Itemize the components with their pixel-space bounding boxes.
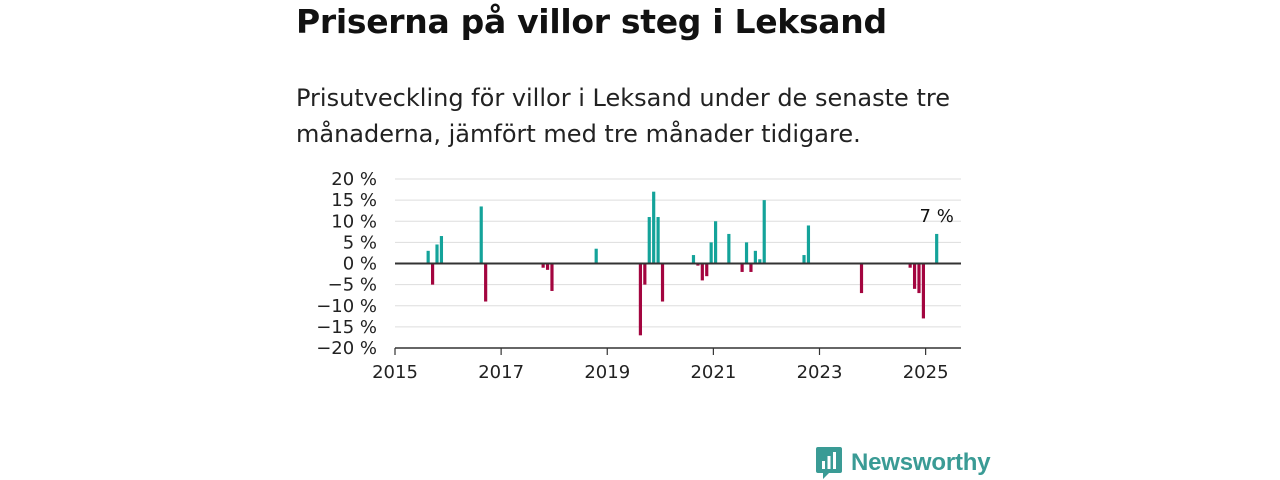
bar — [762, 200, 766, 264]
bar — [713, 221, 718, 264]
x-tick-label: 2019 — [584, 362, 630, 383]
y-tick-label: 15 % — [331, 190, 377, 211]
bar — [744, 242, 749, 264]
bar — [435, 244, 439, 264]
bar — [652, 191, 656, 264]
bar — [749, 263, 753, 272]
y-tick-label: −10 % — [316, 296, 377, 317]
y-tick-label: −5 % — [328, 275, 377, 296]
bar — [935, 233, 939, 264]
bar — [696, 263, 700, 266]
x-tick-label: 2015 — [372, 362, 418, 383]
bar — [638, 263, 643, 336]
brand-name: Newsworthy — [851, 449, 991, 476]
x-tick-label: 2023 — [797, 362, 843, 383]
bar — [700, 263, 704, 281]
y-tick-label: 20 % — [331, 169, 377, 190]
data-label: 7 % — [920, 206, 954, 227]
bar — [859, 263, 864, 294]
bar — [439, 236, 444, 264]
bar — [550, 263, 554, 291]
chart-title: Priserna på villor steg i Leksand — [296, 2, 887, 41]
y-tick-label: 0 % — [343, 254, 377, 275]
bar — [430, 263, 435, 285]
bar — [753, 250, 757, 264]
bar — [426, 250, 430, 264]
bar — [691, 255, 696, 264]
brand-logo: Newsworthy — [815, 446, 991, 480]
bar — [484, 263, 488, 302]
y-tick-label: −15 % — [316, 317, 377, 338]
bar — [709, 242, 713, 264]
bar — [643, 263, 647, 285]
chart-subtitle: Prisutveckling för villor i Leksand unde… — [296, 84, 950, 148]
y-tick-label: −20 % — [316, 338, 377, 359]
y-tick-label: 10 % — [331, 211, 377, 232]
bar — [545, 263, 550, 270]
bar — [740, 263, 744, 272]
bar — [908, 263, 912, 268]
bar — [806, 225, 811, 264]
bar — [758, 259, 762, 264]
bar — [921, 263, 926, 319]
bar — [912, 263, 917, 289]
x-tick-label: 2017 — [478, 362, 524, 383]
bar — [727, 233, 731, 264]
x-tick-label: 2021 — [690, 362, 736, 383]
bar — [917, 263, 921, 294]
y-tick-label: 5 % — [343, 232, 377, 253]
bar — [705, 263, 709, 277]
bar — [541, 263, 545, 268]
newsworthy-logo-icon — [816, 447, 842, 479]
bar — [656, 217, 660, 264]
bar — [479, 206, 483, 264]
bar — [594, 248, 598, 264]
bar — [647, 217, 651, 264]
x-tick-label: 2025 — [903, 362, 949, 383]
bar — [660, 263, 665, 302]
bar — [802, 255, 806, 264]
